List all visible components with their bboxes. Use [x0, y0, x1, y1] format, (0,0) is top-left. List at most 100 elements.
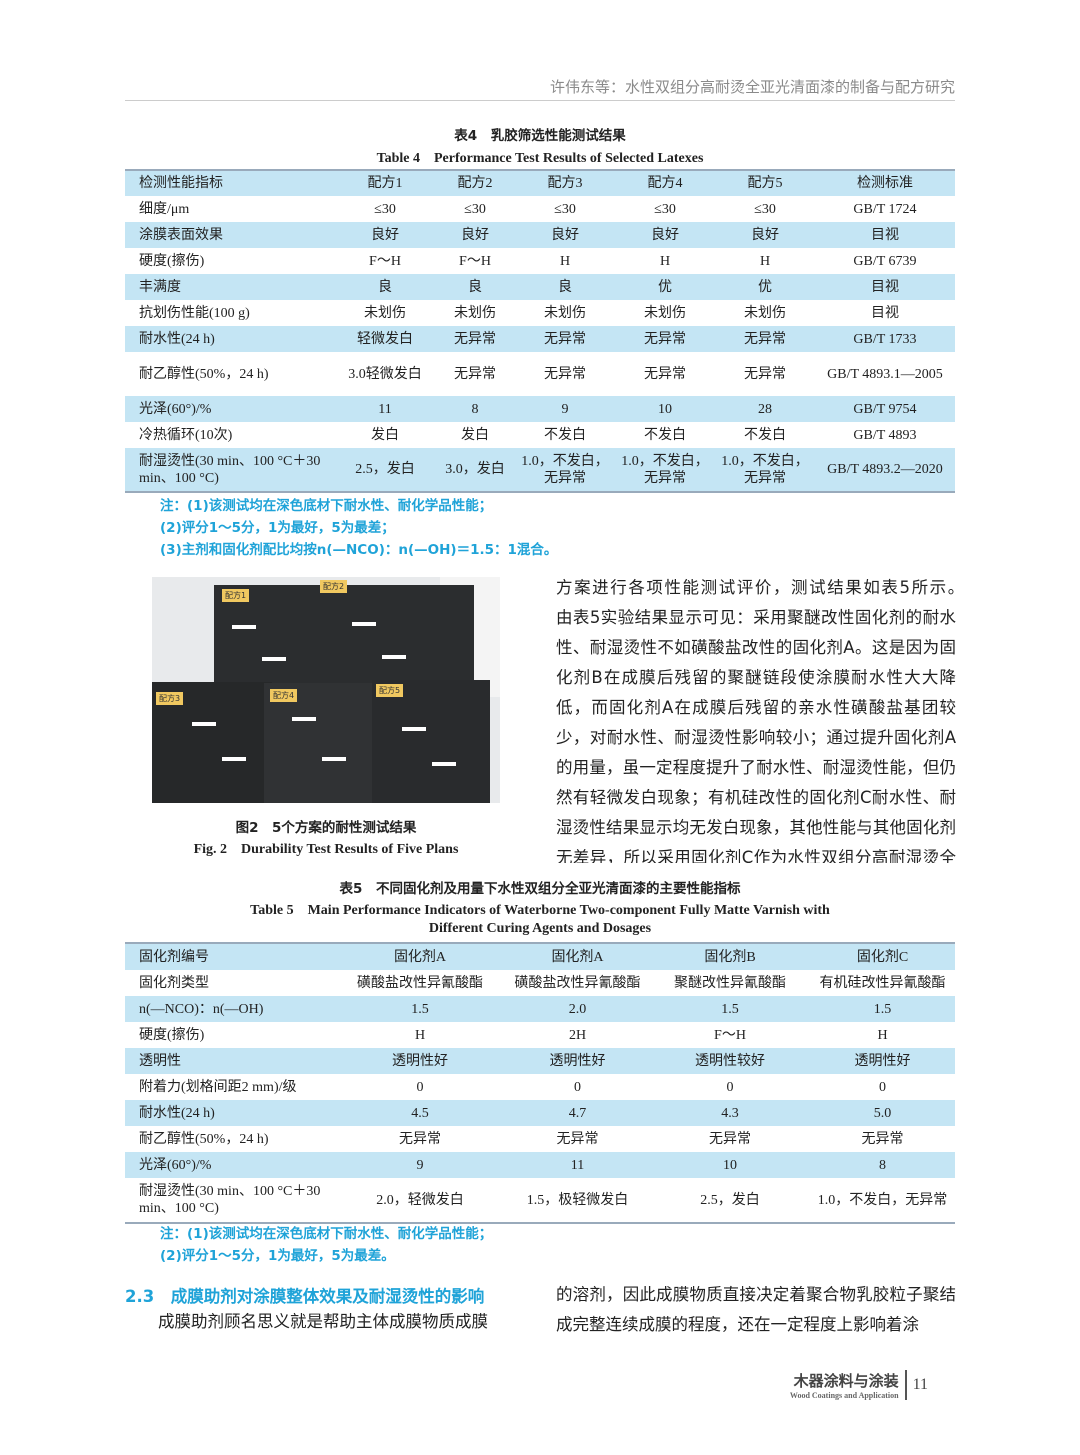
table-cell: 目视 — [815, 222, 955, 248]
table-row: 细度/μm ≤30 ≤30 ≤30 ≤30 ≤30 GB/T 1724 — [125, 196, 955, 222]
table-row: 硬度(擦伤) F～H F～H H H H GB/T 6739 — [125, 248, 955, 274]
figure2-caption-en: Fig. 2 Durability Test Results of Five P… — [193, 842, 459, 857]
table-cell: ≤30 — [554, 201, 576, 217]
table-row: 耐湿烫性(30 min、100 °C＋30 min、100 °C) 2.5，发白 3… — [125, 448, 955, 492]
sample-label: 配方4 — [270, 689, 298, 702]
table-cell: 未划伤 — [364, 305, 406, 321]
table-row: n(—NCO)：n(—OH) 1.5 2.0 1.5 1.5 — [125, 996, 955, 1022]
table-cell: 良好 — [515, 222, 615, 248]
table-cell: 无异常 — [515, 326, 615, 352]
table-cell: 0 — [879, 1079, 886, 1095]
table-cell: 光泽(60°)/% — [125, 396, 335, 422]
table-cell: 无异常 — [544, 366, 586, 382]
table5-caption-zh: 表5 不同固化剂及用量下水性双组分全亚光清面漆的主要性能指标 — [339, 881, 741, 897]
note: 注：(1)该测试均在深色底材下耐水性、耐化学品性能； — [160, 1226, 493, 1242]
figure2-photo: 配方1 配方2 配方3 配方4 配方5 — [152, 577, 500, 803]
table-cell: 无异常 — [644, 366, 686, 382]
header-divider — [125, 100, 955, 101]
column-header: 检测性能指标 — [125, 170, 335, 196]
sample-label: 配方2 — [320, 580, 348, 593]
table-row: 光泽(60°)/% 9 11 10 8 — [125, 1152, 955, 1178]
table4-caption-en: Table 4 Performance Test Results of Sele… — [376, 151, 704, 166]
table-row: 耐乙醇性(50%，24 h) 无异常 无异常 无异常 无异常 — [125, 1126, 955, 1152]
section-number: 2.3 — [125, 1287, 155, 1306]
table-row: 耐水性(24 h) 轻微发白 无异常 无异常 无异常 无异常 GB/T 1733 — [125, 326, 955, 352]
table-header-row: 检测性能指标 配方1 配方2 配方3 配方4 配方5 检测标准 — [125, 170, 955, 196]
table-cell: 有机硅改性异氰酸酯 — [819, 975, 946, 991]
table-cell: 良好 — [615, 222, 715, 248]
table-cell: 发白 — [371, 427, 399, 443]
table-cell: 磺酸盐改性异氰酸酯 — [357, 975, 483, 991]
column-header: 固化剂C — [810, 943, 955, 970]
table-cell: 0 — [726, 1079, 734, 1095]
table-cell: GB/T 4893.1—2005 — [827, 366, 943, 382]
table-cell: 耐湿烫性(30 min、100 °C＋30 min、100 °C) — [139, 1184, 321, 1216]
table4-caption-zh: 表4 乳胶筛选性能测试结果 — [454, 128, 626, 144]
table-cell: 无异常 — [615, 326, 715, 352]
table-cell: H — [659, 253, 671, 269]
table-cell: 10 — [615, 396, 715, 422]
note: (2)评分1～5分，1为最好，5为最差； — [160, 520, 395, 536]
table4-notes: 注：(1)该测试均在深色底材下耐水性、耐化学品性能； (2)评分1～5分，1为最… — [160, 495, 557, 561]
table-cell: ≤30 — [654, 201, 676, 217]
table-cell: 丰满度 — [125, 274, 335, 300]
table-row: 涂膜表面效果 良好 良好 良好 良好 良好 目视 — [125, 222, 955, 248]
table-cell: 未划伤 — [644, 305, 686, 321]
table-cell: 9 — [515, 396, 615, 422]
table-cell: 透明性好 — [335, 1048, 505, 1074]
journal-name-en: Wood Coatings and Application — [789, 1391, 899, 1400]
table-cell: ≤30 — [754, 201, 776, 217]
table-cell: n(—NCO)：n(—OH) — [125, 996, 335, 1022]
table-cell: 涂膜表面效果 — [125, 222, 335, 248]
table-cell: 1.5 — [810, 996, 955, 1022]
table5-notes: 注：(1)该测试均在深色底材下耐水性、耐化学品性能； (2)评分1～5分，1为最… — [160, 1223, 492, 1267]
table-cell: 1.0，不发白，无异常 — [715, 448, 815, 492]
sample-label: 配方1 — [222, 589, 250, 602]
table4: 检测性能指标 配方1 配方2 配方3 配方4 配方5 检测标准 细度/μm ≤30 ≤30 ≤30 ≤… — [125, 169, 955, 493]
table-cell: 2.5，发白 — [700, 1192, 760, 1208]
table-cell: 抗划伤性能(100 g) — [139, 305, 250, 321]
table-cell: 不发白 — [644, 427, 686, 443]
table-cell: 光泽(60°)/% — [125, 1152, 335, 1178]
table-cell: 耐水性(24 h) — [125, 1100, 335, 1126]
table-row: 硬度(擦伤) H 2H F～H H — [125, 1022, 955, 1048]
table-cell: 冷热循环(10次) — [139, 427, 233, 443]
table-cell: 目视 — [815, 274, 955, 300]
table-row: 耐水性(24 h) 4.5 4.7 4.3 5.0 — [125, 1100, 955, 1126]
table-cell: 1.5 — [335, 996, 505, 1022]
column-header: 固化剂A — [505, 943, 650, 970]
running-header: 许伟东等：水性双组分高耐烫全亚光清面漆的制备与配方研究 — [549, 78, 955, 96]
table-cell: 2H — [568, 1027, 587, 1043]
table-row: 附着力(划格间距2 mm)/级 0 0 0 0 — [125, 1074, 955, 1100]
table-cell: 1.5，极轻微发白 — [526, 1192, 629, 1208]
table-cell: 无异常 — [454, 366, 496, 382]
table-cell: 良 — [435, 274, 515, 300]
table-row: 抗划伤性能(100 g) 未划伤 未划伤 未划伤 未划伤 未划伤 目视 — [125, 300, 955, 326]
table-cell: 11 — [505, 1152, 650, 1178]
table-cell: 2.5，发白 — [335, 448, 435, 492]
table-cell: GB/T 9754 — [815, 396, 955, 422]
column-header: 固化剂A — [335, 943, 505, 970]
table-cell: 透明性较好 — [650, 1048, 810, 1074]
table-cell: GB/T 4893.2—2020 — [815, 448, 955, 492]
table-cell: 耐湿烫性(30 min、100 °C＋30 min、100 °C) — [125, 448, 335, 492]
table-cell: 固化剂类型 — [139, 975, 209, 991]
table-cell: 透明性好 — [810, 1048, 955, 1074]
table-cell: 透明性好 — [505, 1048, 650, 1074]
table-cell: 3.0，发白 — [435, 448, 515, 492]
table-cell: 硬度(擦伤) — [139, 253, 205, 269]
table-cell: 轻微发白 — [335, 326, 435, 352]
table-header-row: 固化剂编号 固化剂A 固化剂A 固化剂B 固化剂C — [125, 943, 955, 970]
table-cell: H — [759, 253, 771, 269]
sample-label: 配方3 — [156, 692, 184, 705]
column-header: 检测标准 — [815, 170, 955, 196]
table-row: 光泽(60°)/% 11 8 9 10 28 GB/T 9754 — [125, 396, 955, 422]
note: (3)主剂和固化剂配比均按n(—NCO)：n(—OH)＝1.5：1混合。 — [160, 542, 558, 558]
section-paragraph-left: 成膜助剂顾名思义就是帮助主体成膜物质成膜 — [125, 1312, 488, 1331]
table-cell: 1.0，不发白，无异常 — [515, 448, 615, 492]
table-cell: GB/T 1724 — [853, 201, 917, 217]
table-cell: 0 — [574, 1079, 581, 1095]
table-cell: 3.0轻微发白 — [348, 366, 422, 382]
table-cell: 5.0 — [810, 1100, 955, 1126]
table-cell: 不发白 — [744, 427, 786, 443]
